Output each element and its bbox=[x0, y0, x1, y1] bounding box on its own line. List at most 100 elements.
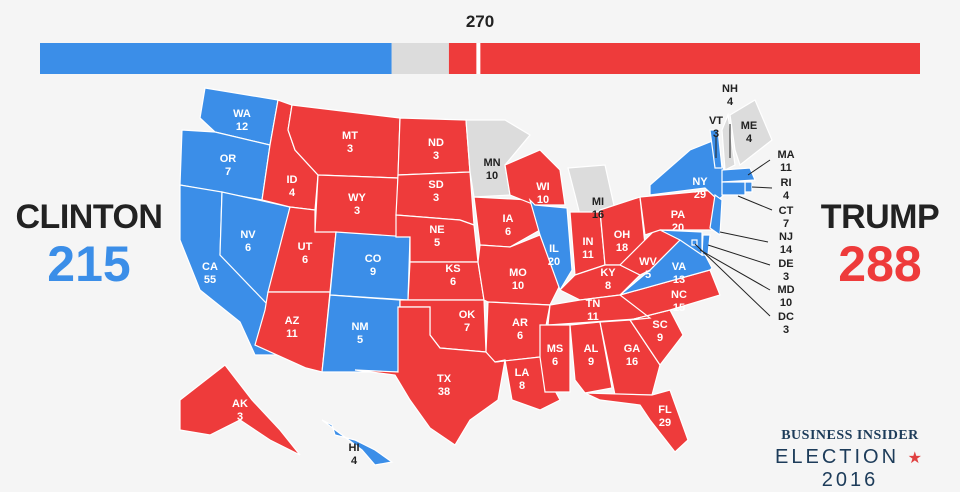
state-label-tx: TX bbox=[437, 373, 452, 385]
state-label-nv: NV bbox=[240, 229, 256, 241]
state-label-tn: TN bbox=[586, 298, 601, 310]
callout-line-ct bbox=[737, 195, 773, 211]
state-votes-la: 8 bbox=[519, 380, 525, 392]
state-votes-md: 10 bbox=[780, 297, 792, 309]
state-votes-ma: 11 bbox=[780, 162, 792, 174]
state-ak bbox=[179, 364, 301, 456]
state-callouts bbox=[694, 124, 773, 317]
state-votes-mo: 10 bbox=[512, 280, 524, 292]
state-votes-wa: 12 bbox=[236, 121, 248, 133]
callout-line-dc bbox=[694, 243, 771, 317]
state-label-nm: NM bbox=[351, 321, 368, 333]
state-votes-tx: 38 bbox=[438, 386, 450, 398]
state-votes-ms: 6 bbox=[552, 356, 558, 368]
state-votes-fl: 29 bbox=[659, 417, 671, 429]
state-label-dc: DC bbox=[778, 311, 794, 323]
callout-line-de bbox=[707, 244, 771, 266]
clinton-name: CLINTON bbox=[15, 198, 163, 236]
state-votes-ia: 6 bbox=[505, 226, 511, 238]
state-label-ut: UT bbox=[298, 241, 313, 253]
undecided-bar-segment bbox=[391, 43, 449, 74]
state-label-la: LA bbox=[515, 367, 530, 379]
state-label-pa: PA bbox=[671, 209, 686, 221]
callout-line-ri bbox=[751, 186, 773, 189]
state-label-ne: NE bbox=[429, 224, 444, 236]
state-label-sd: SD bbox=[428, 179, 443, 191]
state-votes-oh: 18 bbox=[616, 242, 628, 254]
callout-line-ma bbox=[747, 159, 771, 176]
state-label-or: OR bbox=[220, 153, 237, 165]
clinton-score: CLINTON 215 bbox=[14, 198, 164, 292]
trump-score: TRUMP 288 bbox=[810, 198, 950, 292]
state-votes-nj: 14 bbox=[780, 244, 793, 256]
state-label-nj: NJ bbox=[779, 231, 793, 243]
state-votes-ok: 7 bbox=[464, 322, 470, 334]
state-votes-mi: 16 bbox=[592, 209, 604, 221]
state-ct bbox=[721, 181, 746, 196]
trump-name: TRUMP bbox=[820, 198, 940, 236]
state-nm bbox=[321, 294, 401, 373]
state-label-de: DE bbox=[778, 258, 793, 270]
state-nh bbox=[721, 112, 736, 171]
state-tx bbox=[354, 306, 506, 446]
threshold-label: 270 bbox=[465, 12, 495, 31]
state-votes-ky: 8 bbox=[605, 280, 611, 292]
clinton-votes: 215 bbox=[47, 236, 131, 292]
state-votes-or: 7 bbox=[225, 166, 231, 178]
state-label-fl: FL bbox=[658, 404, 672, 416]
state-label-mn: MN bbox=[483, 157, 500, 169]
election-map-graphic: 270 WA 12 OR 7 CA 55 NV 6 ID 4 MT 3 WY 3 UT 6 AZ 11 CO 9 NM 5… bbox=[14, 12, 950, 491]
state-label-ca: CA bbox=[202, 261, 218, 273]
state-votes-ks: 6 bbox=[450, 276, 456, 288]
state-votes-nm: 5 bbox=[357, 334, 363, 346]
state-votes-al: 9 bbox=[588, 356, 594, 368]
state-label-id: ID bbox=[287, 174, 298, 186]
state-votes-ri: 4 bbox=[783, 190, 790, 202]
state-label-nc: NC bbox=[671, 289, 687, 301]
electoral-vote-bar bbox=[40, 43, 920, 74]
state-votes-in: 11 bbox=[582, 249, 594, 261]
state-label-mi: MI bbox=[592, 196, 604, 208]
state-ga bbox=[599, 319, 661, 396]
state-votes-mn: 10 bbox=[486, 170, 498, 182]
state-votes-ak: 3 bbox=[237, 411, 243, 423]
state-votes-ga: 16 bbox=[626, 356, 638, 368]
state-votes-de: 3 bbox=[783, 271, 789, 283]
state-label-ak: AK bbox=[232, 398, 248, 410]
state-al bbox=[569, 321, 613, 394]
state-votes-wv: 5 bbox=[645, 269, 651, 281]
state-votes-sd: 3 bbox=[433, 192, 439, 204]
publisher-name: BUSINESS INSIDER bbox=[781, 428, 919, 443]
trump-bar-segment bbox=[448, 43, 920, 74]
state-label-ms: MS bbox=[547, 343, 564, 355]
state-votes-wi: 10 bbox=[537, 194, 549, 206]
state-label-nd: ND bbox=[428, 137, 444, 149]
state-votes-nd: 3 bbox=[433, 150, 439, 162]
state-label-sc: SC bbox=[652, 319, 667, 331]
state-label-hi: HI bbox=[349, 442, 360, 454]
state-label-mt: MT bbox=[342, 130, 358, 142]
state-label-wa: WA bbox=[233, 108, 251, 120]
state-votes-ca: 55 bbox=[204, 274, 216, 286]
state-label-mo: MO bbox=[509, 267, 527, 279]
state-label-in: IN bbox=[583, 236, 594, 248]
state-votes-il: 20 bbox=[548, 256, 560, 268]
state-votes-co: 9 bbox=[370, 266, 376, 278]
state-label-ok: OK bbox=[459, 309, 476, 321]
state-labels: WA12OR7CA55NV6ID4MT3WY3UT6AZ11CO9NM5ND3S… bbox=[202, 83, 795, 467]
state-label-ny: NY bbox=[692, 176, 708, 188]
state-pa bbox=[639, 189, 719, 236]
state-label-il: IL bbox=[549, 243, 559, 255]
state-label-co: CO bbox=[365, 253, 382, 265]
callout-line-md bbox=[699, 249, 771, 291]
state-votes-ny: 29 bbox=[694, 189, 706, 201]
state-votes-me: 4 bbox=[746, 133, 753, 145]
state-ma bbox=[721, 167, 756, 183]
state-votes-nc: 15 bbox=[673, 302, 685, 314]
state-dc bbox=[691, 239, 698, 246]
state-votes-ut: 6 bbox=[302, 254, 308, 266]
state-label-ct: CT bbox=[779, 205, 794, 217]
election-word: ELECTION bbox=[775, 446, 900, 468]
state-label-ky: KY bbox=[600, 267, 616, 279]
election-year: 2016 bbox=[821, 469, 879, 491]
